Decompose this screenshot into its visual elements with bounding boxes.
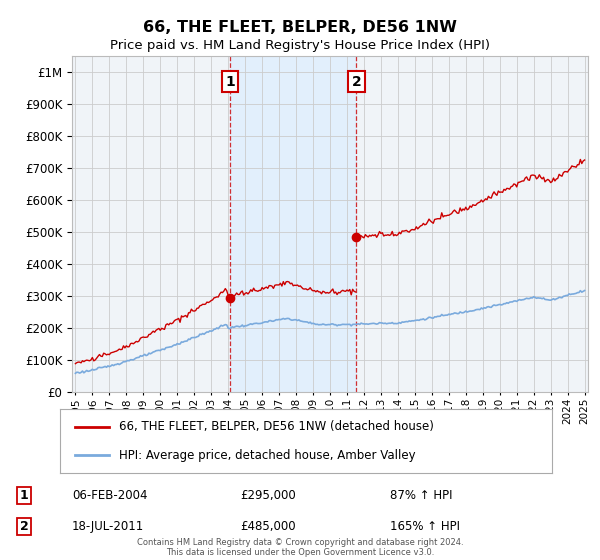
Text: 06-FEB-2004: 06-FEB-2004 [72, 489, 148, 502]
Text: 2: 2 [352, 74, 361, 88]
Text: 66, THE FLEET, BELPER, DE56 1NW: 66, THE FLEET, BELPER, DE56 1NW [143, 20, 457, 35]
Text: 1: 1 [20, 489, 28, 502]
Text: 18-JUL-2011: 18-JUL-2011 [72, 520, 144, 533]
Text: 1: 1 [225, 74, 235, 88]
Text: 2: 2 [20, 520, 28, 533]
Bar [230, 56, 356, 392]
Text: HPI: Average price, detached house, Amber Valley: HPI: Average price, detached house, Ambe… [119, 449, 416, 461]
Text: Contains HM Land Registry data © Crown copyright and database right 2024.
This d: Contains HM Land Registry data © Crown c… [137, 538, 463, 557]
Text: 66, THE FLEET, BELPER, DE56 1NW (detached house): 66, THE FLEET, BELPER, DE56 1NW (detache… [119, 421, 434, 433]
Text: 87% ↑ HPI: 87% ↑ HPI [390, 489, 452, 502]
Text: £485,000: £485,000 [240, 520, 296, 533]
Text: 165% ↑ HPI: 165% ↑ HPI [390, 520, 460, 533]
Text: £295,000: £295,000 [240, 489, 296, 502]
Text: Price paid vs. HM Land Registry's House Price Index (HPI): Price paid vs. HM Land Registry's House … [110, 39, 490, 52]
